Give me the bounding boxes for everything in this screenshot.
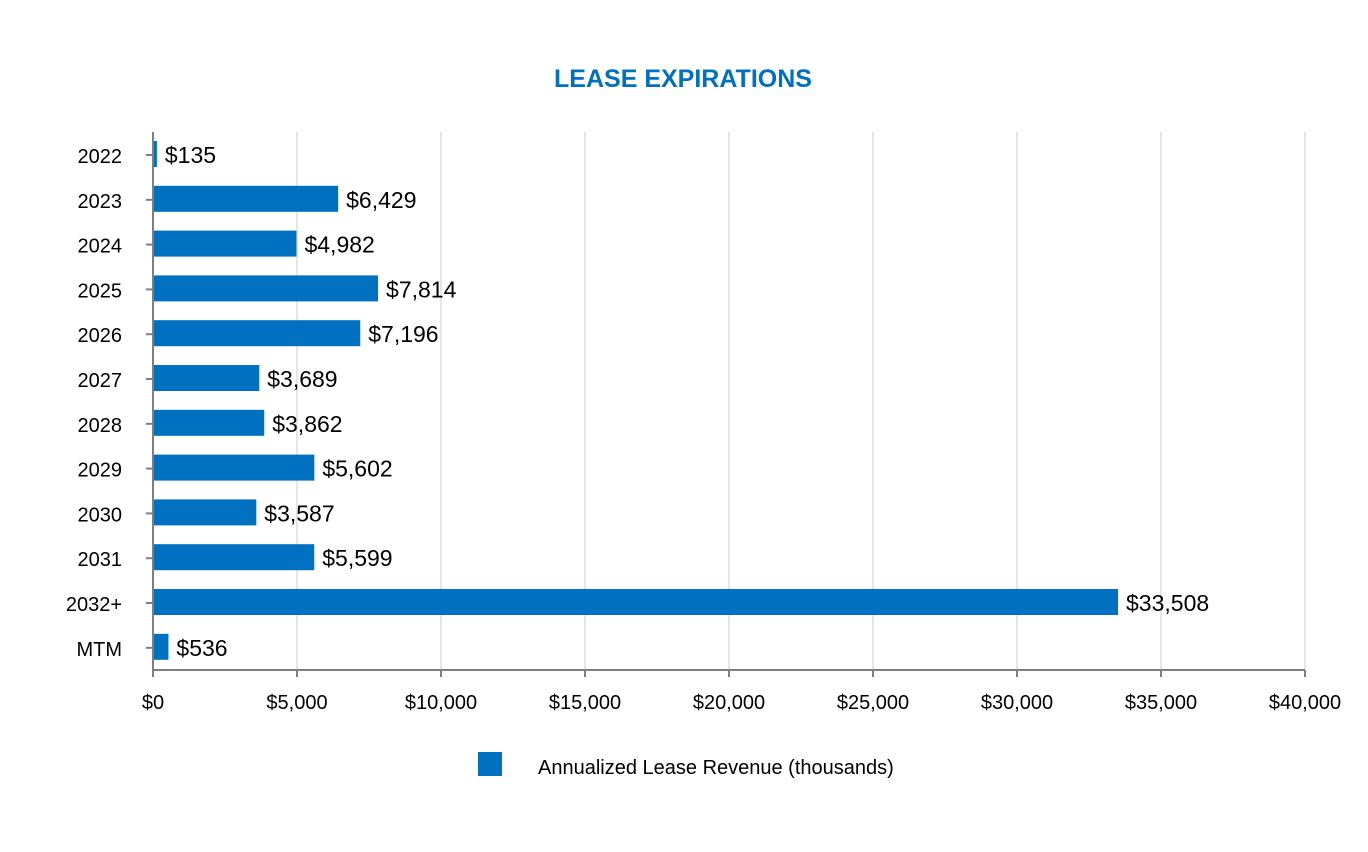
chart-title: LEASE EXPIRATIONS: [554, 65, 812, 93]
category-label: 2028: [78, 415, 123, 437]
category-label: 2025: [78, 280, 123, 302]
data-label: $7,196: [368, 321, 438, 347]
x-tick-label: $40,000: [1269, 692, 1341, 714]
data-label: $5,599: [322, 545, 392, 571]
bar: [153, 275, 379, 302]
category-label: 2024: [78, 236, 123, 258]
bars: [153, 141, 1119, 660]
data-label: $5,602: [322, 456, 392, 482]
data-label: $33,508: [1126, 590, 1209, 616]
bar: [153, 141, 157, 167]
category-label: MTM: [76, 639, 122, 661]
x-tick-label: $15,000: [549, 692, 621, 714]
data-label: $135: [165, 142, 216, 168]
category-label: 2030: [78, 504, 123, 526]
gridlines: [296, 132, 1306, 670]
axes: $0 $5,000 $10,000 $15,000 $20,000 $25,000 $30,…: [66, 132, 1341, 714]
category-label: 2022: [78, 146, 123, 168]
data-label: $6,429: [346, 187, 416, 213]
data-label: $4,982: [304, 232, 374, 258]
legend: Annualized Lease Revenue (thousands): [478, 752, 894, 779]
x-tick-label: $20,000: [693, 692, 765, 714]
bar: [153, 230, 297, 257]
category-label: 2023: [78, 191, 123, 213]
bar: [153, 633, 169, 660]
x-tick-label: $5,000: [266, 692, 327, 714]
x-tick-label: $30,000: [981, 692, 1053, 714]
x-tick-label: $25,000: [837, 692, 909, 714]
category-label: 2031: [78, 549, 123, 571]
bar: [153, 454, 315, 481]
x-tick-label: $0: [142, 692, 164, 714]
category-label: 2027: [78, 370, 123, 392]
bar: [153, 544, 315, 571]
legend-swatch: [478, 752, 502, 776]
bar: [153, 320, 361, 347]
bar: [153, 365, 260, 391]
category-label: 2029: [78, 460, 123, 482]
bar: [153, 409, 265, 436]
category-label: 2032+: [66, 594, 122, 616]
data-label: $3,689: [267, 366, 337, 392]
data-label: $3,587: [264, 500, 334, 526]
data-label: $3,862: [272, 411, 342, 437]
category-label: 2026: [78, 325, 123, 347]
data-label: $536: [176, 635, 227, 661]
x-tick-label: $10,000: [405, 692, 477, 714]
x-tick-label: $35,000: [1125, 692, 1197, 714]
bar: [153, 589, 1119, 615]
bar: [153, 185, 339, 212]
data-label: $7,814: [386, 276, 457, 302]
data-labels: $135 $6,429 $4,982 $7,814 $7,196 $3,689 $3,862…: [165, 142, 1209, 661]
bar: [153, 499, 257, 526]
legend-label: Annualized Lease Revenue (thousands): [538, 757, 894, 779]
